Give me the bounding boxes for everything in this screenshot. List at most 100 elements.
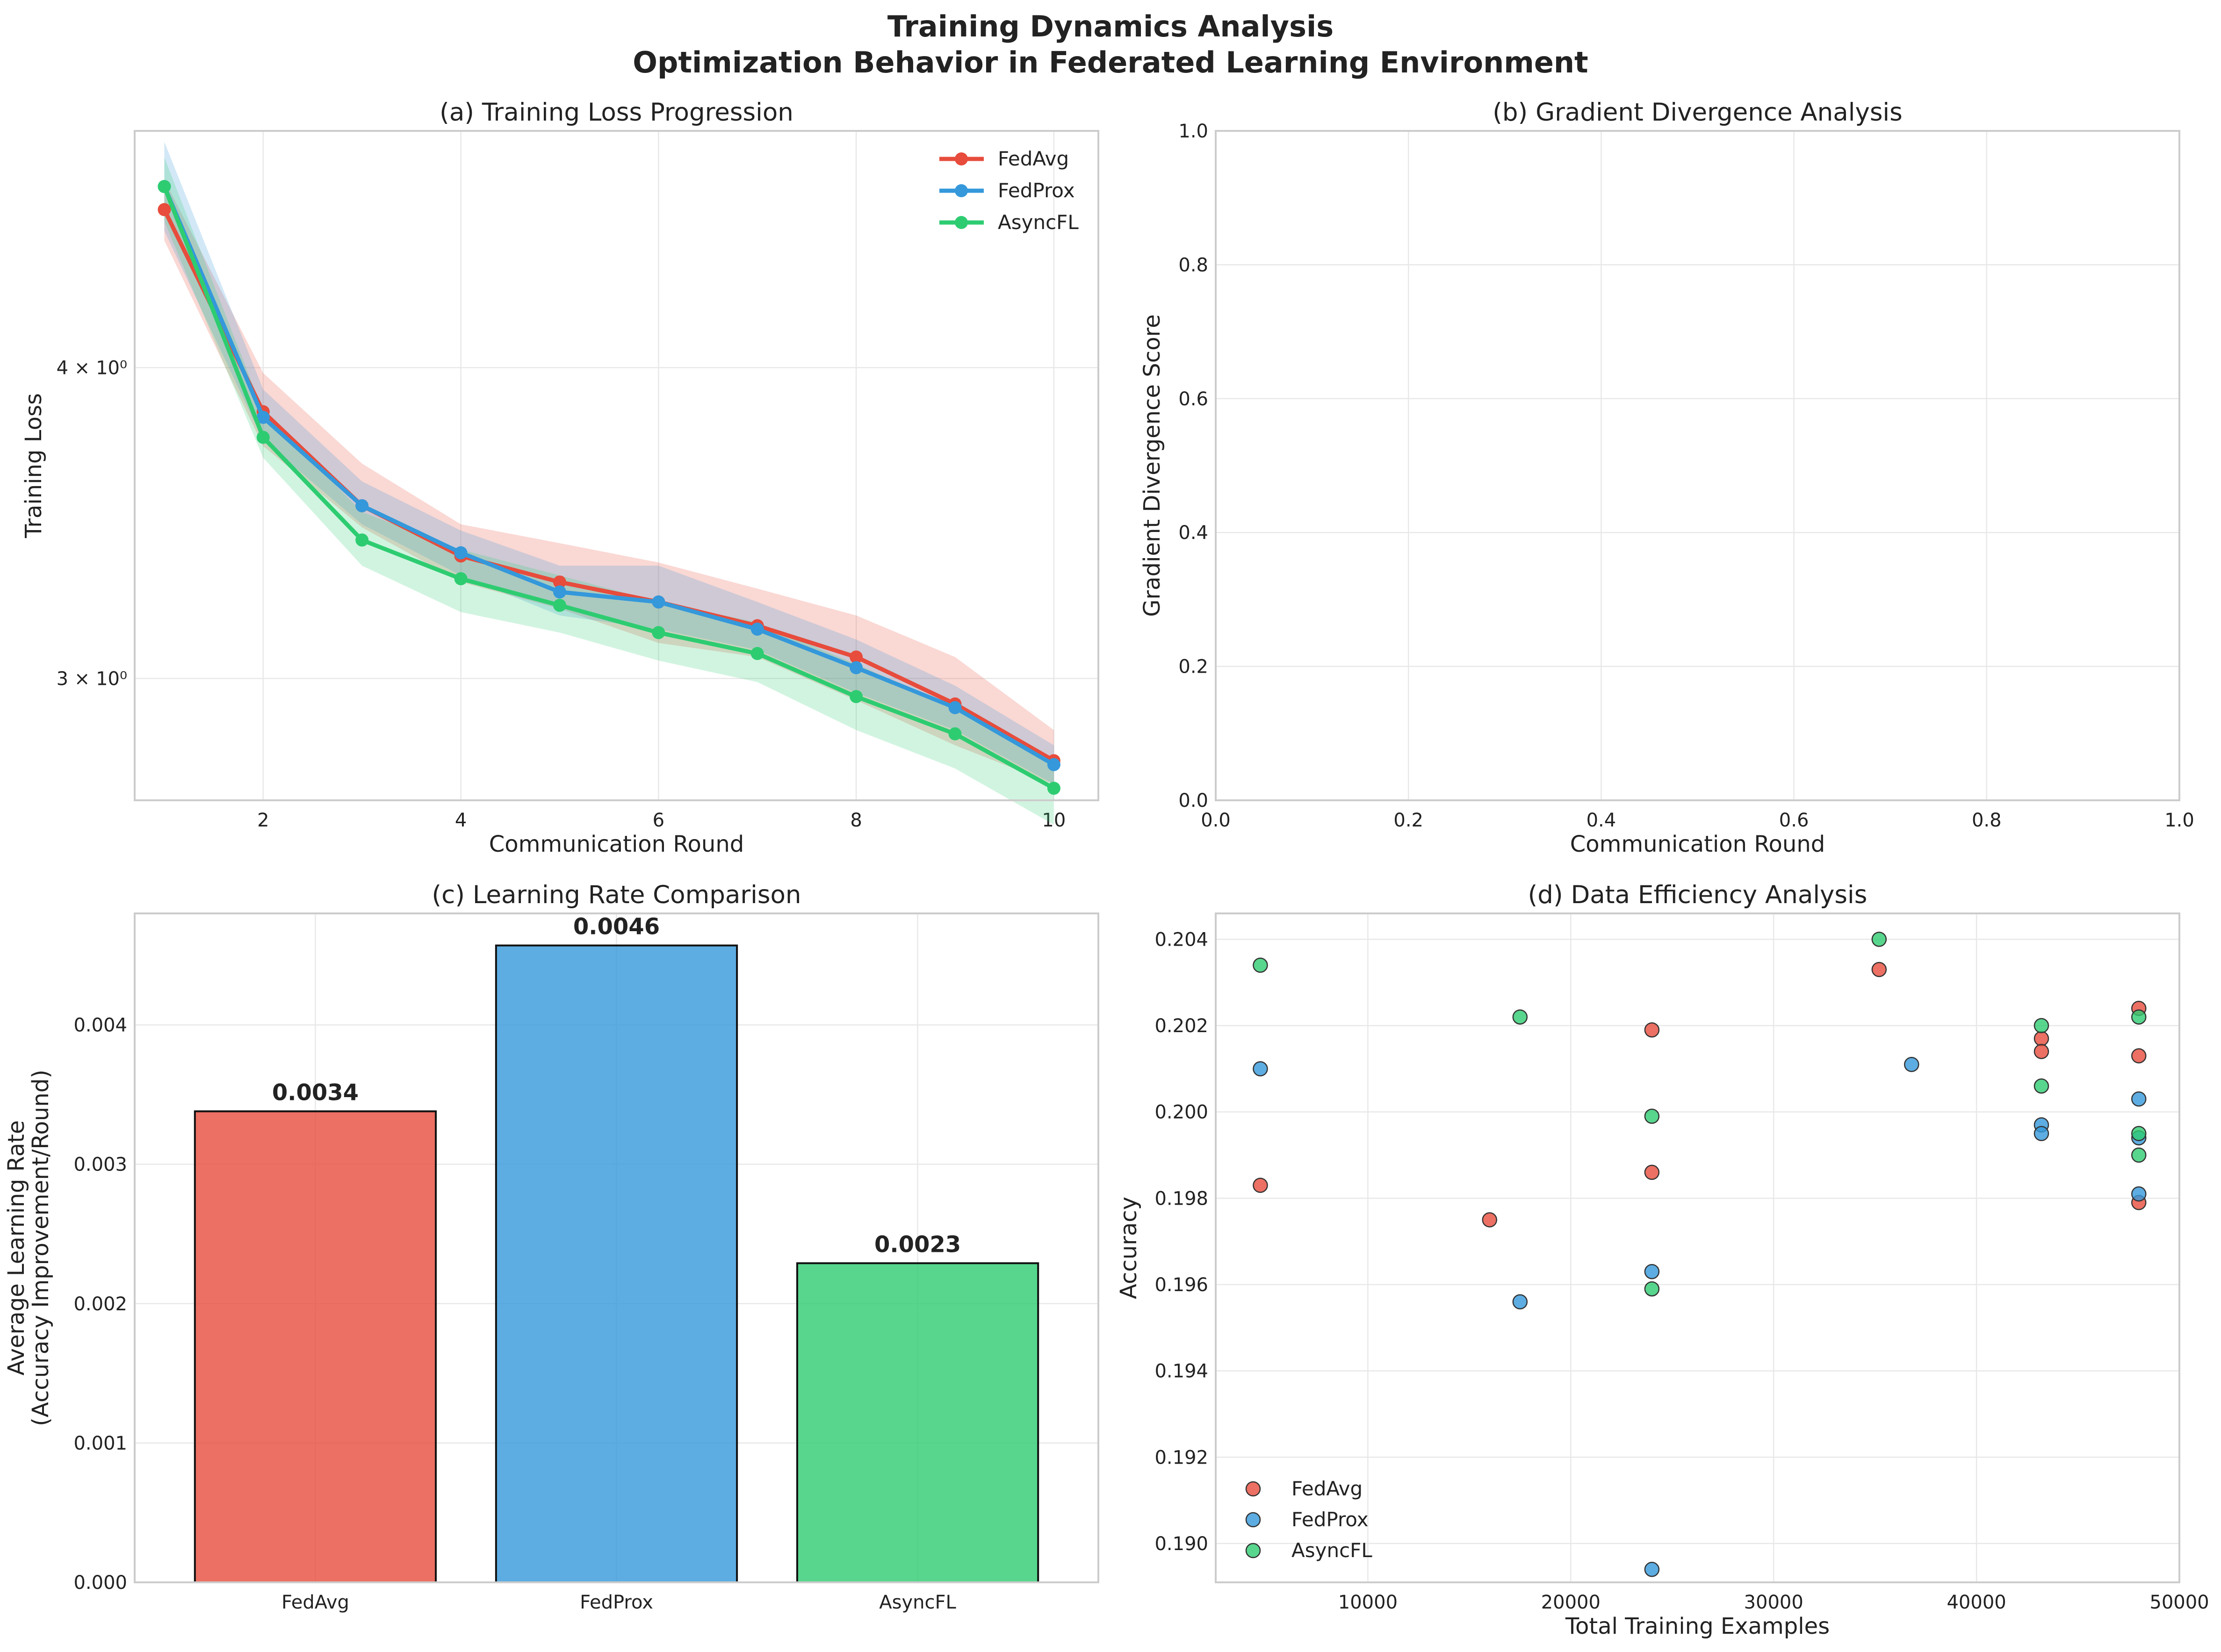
- panel-b-y-tick-label: 1.0: [1178, 121, 1208, 142]
- panel-b-x-tick-label: 1.0: [2164, 810, 2194, 831]
- panel-a-x-axis-label: Communication Round: [489, 831, 744, 857]
- panel-c-bar-value-label: 0.0023: [874, 1231, 961, 1257]
- panel-d-x-tick-label: 20000: [1541, 1592, 1601, 1613]
- panel-c-x-tick-label: FedProx: [580, 1592, 653, 1613]
- panel-a-band-FedAvg: [164, 180, 1054, 784]
- panel-a-y-tick-label: 3 × 10⁰: [57, 668, 127, 690]
- panel-a-point-AsyncFL: [1047, 782, 1060, 795]
- panel-a-y-tick-label: 4 × 10⁰: [57, 357, 127, 379]
- panel-a-x-tick-label: 4: [455, 810, 467, 831]
- panel-d-point-FedAvg: [1482, 1212, 1498, 1228]
- panel-c-title: (c) Learning Rate Comparison: [432, 881, 801, 909]
- panel-d-legend-label: AsyncFL: [1291, 1539, 1372, 1562]
- panel-d-point-AsyncFL: [2131, 1009, 2147, 1025]
- panel-a-band-AsyncFL: [164, 157, 1054, 825]
- panel-d-point-FedAvg: [1871, 962, 1887, 977]
- panel-a-legend-marker-FedProx: [955, 184, 968, 197]
- panel-d-x-tick-label: 40000: [1947, 1592, 2006, 1613]
- panel-a-point-AsyncFL: [850, 690, 863, 704]
- panel-c-y-axis-label: (Accuracy Improvement/Round): [28, 1070, 54, 1426]
- panel-a-point-FedAvg: [158, 203, 171, 216]
- panel-a-title: (a) Training Loss Progression: [440, 98, 793, 127]
- panel-d-point-FedProx: [1904, 1056, 1919, 1072]
- panel-c-y-tick-label: 0.003: [73, 1154, 127, 1176]
- panel-d-y-tick-label: 0.200: [1154, 1102, 1208, 1123]
- panel-b-y-tick-label: 0.2: [1178, 656, 1208, 678]
- panel-b-x-tick-label: 0.6: [1779, 810, 1809, 831]
- panel-d-point-FedProx: [1253, 1061, 1268, 1077]
- panel-d-point-AsyncFL: [1512, 1009, 1528, 1025]
- panel-d-y-tick-label: 0.192: [1154, 1447, 1208, 1468]
- panel-d-point-FedAvg: [1644, 1164, 1660, 1180]
- panel-d-y-tick-label: 0.204: [1154, 929, 1208, 950]
- panel-a-point-AsyncFL: [256, 431, 270, 444]
- panel-a-point-FedProx: [454, 546, 468, 560]
- panel-a-point-FedProx: [652, 595, 665, 609]
- panel-a-y-axis-label: Training Loss: [21, 393, 47, 539]
- panel-a-point-FedProx: [355, 499, 369, 512]
- panel-d-point-AsyncFL: [1871, 932, 1887, 947]
- panel-d-y-tick-label: 0.202: [1154, 1015, 1208, 1037]
- panel-a-point-FedProx: [850, 661, 863, 675]
- panel-a-training-loss: (a) Training Loss Progression 2 4 6 8 10 3 × 1…: [21, 98, 1099, 857]
- panel-c-y-tick-label: 0.000: [73, 1572, 127, 1594]
- panel-c-frame: [134, 912, 1099, 1583]
- panel-b-y-axis-label: Gradient Divergence Score: [1139, 314, 1165, 617]
- panel-b-x-tick-label: 0.2: [1393, 810, 1423, 831]
- panel-a-point-FedProx: [1047, 758, 1060, 771]
- panel-d-point-FedProx: [2131, 1186, 2147, 1202]
- panel-d-point-FedAvg: [2034, 1031, 2049, 1046]
- panel-c-y-axis-label: Average Learning Rate: [3, 1120, 29, 1375]
- panel-a-legend-marker-AsyncFL: [955, 216, 968, 229]
- panel-a-line-FedAvg: [162, 208, 1055, 763]
- panel-a-line-FedProx: [162, 186, 1055, 767]
- panel-d-legend-label: FedProx: [1291, 1508, 1369, 1531]
- panel-a-point-FedProx: [553, 585, 566, 599]
- panel-a-point-FedProx: [750, 622, 764, 636]
- panel-a-point-AsyncFL: [454, 572, 468, 586]
- panel-d-title: (d) Data Efficiency Analysis: [1528, 881, 1868, 909]
- figure-subtitle: Optimization Behavior in Federated Learn…: [633, 45, 1588, 79]
- panel-b-x-tick-label: 0.0: [1201, 810, 1231, 831]
- panel-d-point-FedProx: [2131, 1091, 2147, 1107]
- panel-d-point-AsyncFL: [2131, 1126, 2147, 1142]
- panel-d-point-AsyncFL: [1644, 1281, 1660, 1297]
- panel-a-point-AsyncFL: [158, 180, 171, 194]
- panel-b-x-axis-label: Communication Round: [1570, 831, 1825, 857]
- panel-a-point-AsyncFL: [948, 727, 962, 740]
- panel-a-legend-label: FedProx: [998, 179, 1075, 202]
- panel-d-point-FedProx: [1644, 1562, 1660, 1577]
- panel-a-point-AsyncFL: [652, 626, 665, 639]
- panel-d-legend-marker-AsyncFL: [1245, 1543, 1261, 1559]
- panel-d-frame: [1215, 912, 2180, 1583]
- panel-d-point-FedAvg: [2034, 1044, 2049, 1059]
- panel-b-y-tick-label: 0.4: [1178, 522, 1208, 544]
- panel-d-point-FedAvg: [2131, 1048, 2147, 1063]
- panel-d-point-AsyncFL: [2034, 1078, 2049, 1094]
- panel-c-bar-FedAvg: [194, 1110, 437, 1583]
- panel-a-point-AsyncFL: [355, 533, 369, 547]
- panel-d-point-FedProx: [2034, 1126, 2049, 1142]
- panel-d-x-tick-label: 10000: [1338, 1592, 1398, 1613]
- panel-b-y-tick-label: 0.6: [1178, 388, 1208, 410]
- panel-d-point-FedProx: [1644, 1264, 1660, 1279]
- panel-b-y-tick-label: 0.8: [1178, 254, 1208, 276]
- panel-d-point-FedProx: [1512, 1294, 1528, 1310]
- panel-c-y-tick-label: 0.004: [73, 1015, 127, 1036]
- panel-a-legend-label: AsyncFL: [998, 211, 1079, 234]
- panel-c-x-tick-label: FedAvg: [281, 1592, 349, 1613]
- panel-a-x-tick-label: 8: [850, 810, 862, 831]
- panel-a-legend-marker-FedAvg: [955, 152, 968, 165]
- panel-c-learning-rate: (c) Learning Rate Comparison 0.000 0.001 0.…: [3, 881, 1099, 1613]
- panel-b-frame: [1215, 130, 2180, 801]
- panel-d-point-FedAvg: [1644, 1022, 1660, 1038]
- panel-d-x-tick-label: 50000: [2149, 1592, 2209, 1613]
- panel-b-x-tick-label: 0.8: [1972, 810, 2002, 831]
- panel-a-point-AsyncFL: [553, 598, 566, 612]
- panel-a-point-FedProx: [948, 701, 962, 714]
- panel-d-y-tick-label: 0.196: [1154, 1274, 1208, 1296]
- panel-b-y-tick-label: 0.0: [1178, 790, 1208, 812]
- panel-d-point-AsyncFL: [2131, 1147, 2147, 1163]
- panel-d-point-AsyncFL: [1253, 957, 1268, 973]
